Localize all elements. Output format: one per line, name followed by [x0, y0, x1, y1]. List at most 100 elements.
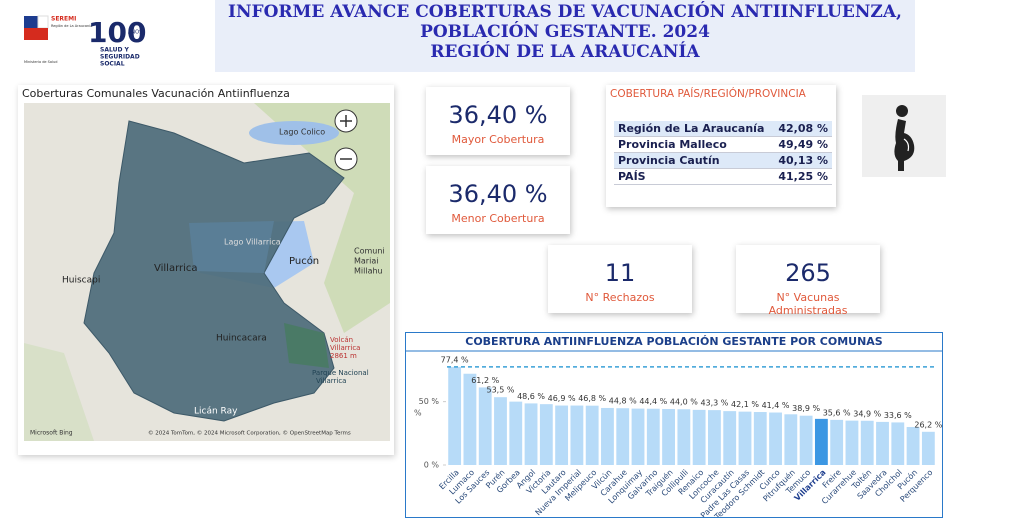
park [284, 323, 329, 368]
kpi-card: 36,40 % Menor Cobertura [426, 166, 570, 234]
data-label: 44,0 % [670, 398, 698, 407]
coverage-table: Región de La Araucanía 42,08 % Provincia … [614, 121, 832, 185]
icon-head [896, 105, 908, 117]
header: INFORME AVANCE COBERTURAS DE VACUNACIÓN … [215, 0, 915, 72]
map-label: Huincacara [216, 334, 267, 344]
logos: SEREMI Región de La Araucanía Ministerio… [20, 10, 146, 68]
map-label: Millahu [354, 267, 383, 276]
map-label: Huiscapi [62, 276, 100, 286]
data-label: 41,4 % [762, 401, 790, 410]
map-label: Villarrica [316, 377, 346, 385]
kpi-value: 11 [604, 259, 636, 287]
pregnancy-icon [862, 95, 946, 177]
data-label: 43,3 % [700, 399, 728, 408]
data-label: 44,4 % [639, 397, 667, 406]
bar [769, 412, 782, 465]
bar [860, 420, 874, 465]
logo-ministry: Ministerio de Salud [24, 60, 57, 64]
map-label: Pucón [289, 255, 319, 267]
bar [631, 408, 645, 465]
data-label: 33,6 % [884, 411, 912, 420]
map-forest [24, 343, 94, 441]
kpi-value: 36,40 % [448, 101, 548, 129]
chart-title: COBERTURA ANTIINFLUENZA POBLACIÓN GESTAN… [465, 335, 883, 348]
flag-red [24, 28, 48, 40]
y-axis-title: % [414, 409, 422, 418]
bar [539, 404, 553, 465]
cell: 41,25 % [772, 168, 832, 185]
bar [845, 420, 859, 465]
bar [738, 411, 752, 465]
map[interactable]: Lago Colico Lago Villarrica Villarrica P… [24, 103, 390, 441]
bar [463, 373, 477, 465]
bar [448, 366, 462, 465]
bar [799, 415, 813, 465]
kpi-value: 265 [785, 259, 831, 287]
data-label: 34,9 % [853, 409, 881, 418]
map-attribution: © 2024 TomTom, © 2024 Microsoft Corporat… [148, 430, 351, 437]
table-title: COBERTURA PAÍS/REGIÓN/PROVINCIA [610, 88, 806, 100]
bar [708, 410, 721, 465]
flag-blue [24, 16, 38, 28]
table-row: PAÍS 41,25 % [614, 168, 832, 185]
kpi-label: N° Rechazos [585, 291, 655, 304]
bar [494, 397, 507, 465]
kpi-label: N° Vacunas Administradas [768, 291, 848, 317]
bar [662, 408, 675, 465]
logo-100-line: SEGURIDAD [100, 54, 140, 61]
map-label: 2861 m [330, 352, 357, 360]
data-label: 46,9 % [548, 394, 576, 403]
commune-lake [189, 221, 274, 273]
data-label: 42,1 % [731, 400, 759, 409]
bar [555, 405, 569, 465]
map-label: Villarrica [154, 263, 198, 274]
map-title: Coberturas Comunales Vacunación Antiinfl… [22, 87, 290, 100]
header-title: INFORME AVANCE COBERTURAS DE VACUNACIÓN … [228, 2, 902, 22]
map-label: Lago Colico [279, 128, 325, 137]
data-label: 38,9 % [792, 404, 820, 413]
cell: PAÍS [614, 168, 773, 185]
coverage-table-panel: COBERTURA PAÍS/REGIÓN/PROVINCIA Región d… [606, 85, 836, 207]
bar [677, 409, 691, 465]
bar [814, 418, 828, 465]
data-label: 53,5 % [487, 386, 515, 395]
cell: Provincia Malleco [614, 136, 773, 153]
kpi-value: 36,40 % [448, 180, 548, 208]
bar [692, 409, 706, 465]
table-row: Provincia Malleco 49,49 % [614, 136, 832, 153]
logo-100: 100 [88, 16, 146, 49]
lake [249, 121, 339, 145]
bar [891, 422, 905, 465]
kpi-card: 11 N° Rechazos [548, 245, 692, 313]
bar [646, 408, 660, 465]
map-label: Licán Ray [194, 407, 238, 417]
data-label: 44,8 % [609, 397, 637, 406]
bar [601, 407, 614, 465]
map-panel: Coberturas Comunales Vacunación Antiinfl… [18, 85, 394, 455]
data-label: 77,4 % [441, 355, 469, 364]
logo-seremi: SEREMI [51, 16, 76, 23]
flag-white [37, 15, 49, 29]
chart: COBERTURA ANTIINFLUENZA POBLACIÓN GESTAN… [406, 335, 943, 522]
bar [830, 419, 844, 465]
map-label: Comuni [354, 247, 385, 256]
icon-line [903, 138, 910, 152]
cell: 42,08 % [772, 121, 832, 137]
kpi-card: 36,40 % Mayor Cobertura [426, 87, 570, 155]
map-label: Villarrica [330, 344, 360, 352]
data-label: 35,6 % [823, 408, 851, 417]
map-label: Volcán [330, 336, 353, 344]
bar [784, 414, 798, 465]
bing-logo: Microsoft Bing [30, 430, 73, 437]
y-tick-label: 0 % [424, 461, 440, 470]
bar [921, 431, 935, 465]
logo-100-line: SALUD Y [100, 47, 130, 54]
bar [524, 403, 538, 465]
header-title: POBLACIÓN GESTANTE. 2024 [420, 22, 710, 42]
logo-seremi-sub: Región de La Araucanía [51, 24, 92, 28]
bar [906, 426, 920, 465]
bar [753, 412, 767, 465]
icon-body [894, 119, 915, 171]
bar [570, 405, 584, 465]
